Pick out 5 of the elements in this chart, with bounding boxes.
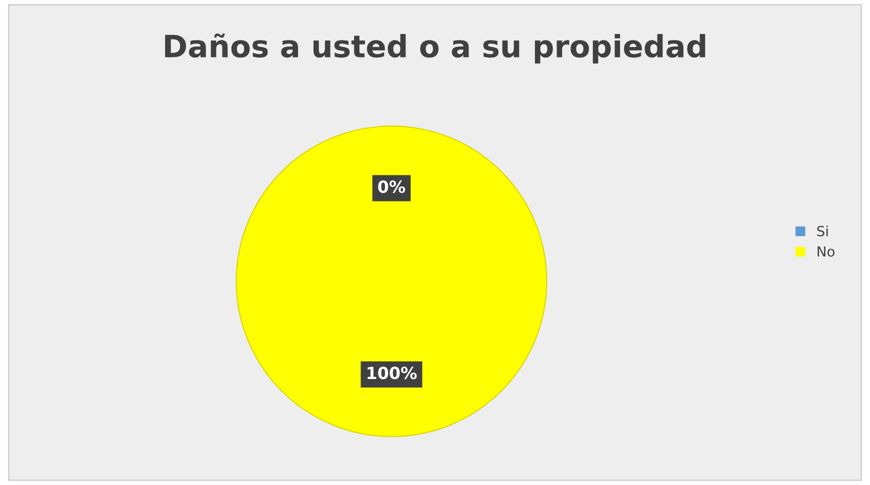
chart-title: Daños a usted o a su propiedad	[165, 33, 706, 64]
legend-label: Si	[817, 226, 828, 236]
text: 0%	[378, 180, 406, 194]
data-label: 100%	[368, 366, 417, 380]
legend-label: No	[818, 246, 834, 257]
